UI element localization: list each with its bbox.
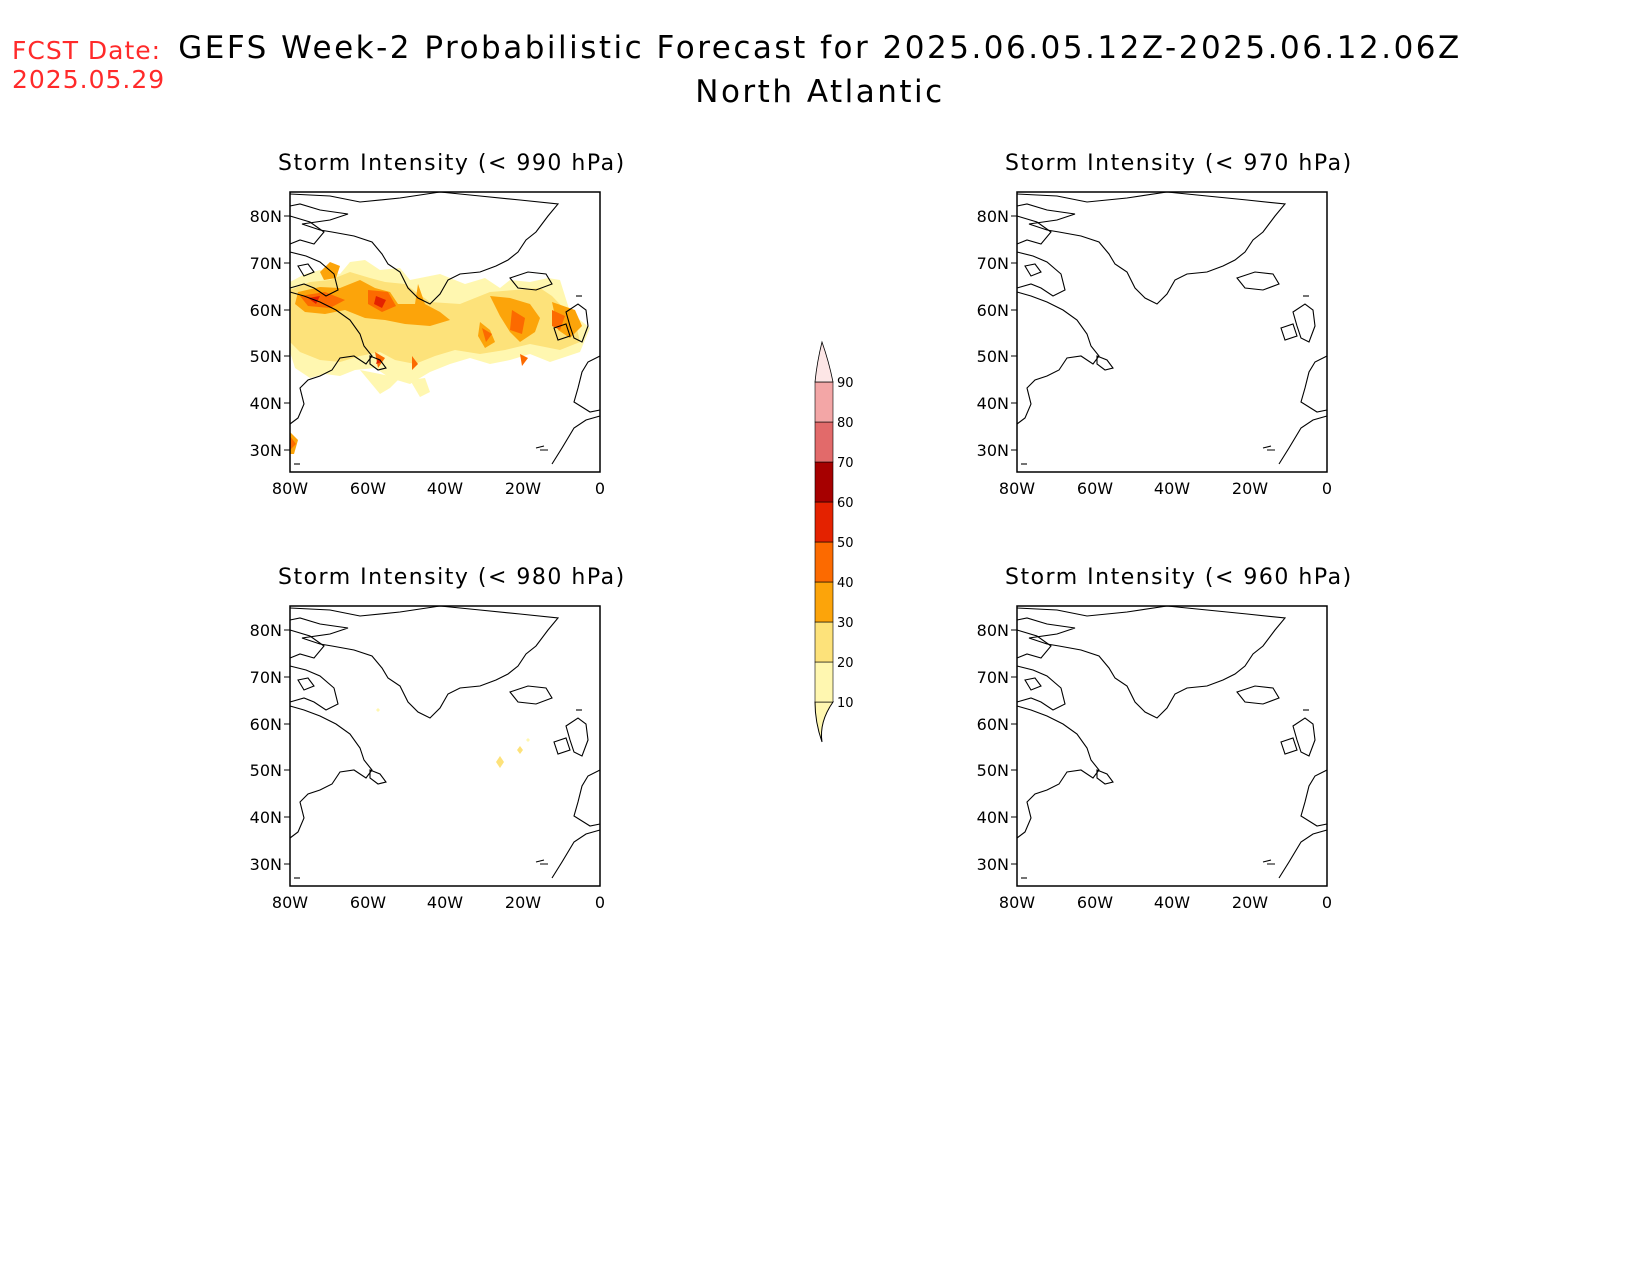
lat-ticks: 80N 70N 60N 50N 40N 30N — [977, 207, 1017, 460]
lon-tick-label: 40W — [1154, 893, 1190, 912]
lat-tick-label: 50N — [977, 761, 1009, 780]
panel-title-970: Storm Intensity (< 970 hPa) — [1005, 151, 1353, 176]
lon-tick-label: 20W — [505, 479, 541, 498]
lon-tick-label: 80W — [999, 479, 1035, 498]
lat-tick-label: 60N — [977, 301, 1009, 320]
probability-shading — [376, 708, 530, 768]
lat-tick-label: 40N — [977, 394, 1009, 413]
lat-tick-label: 30N — [977, 441, 1009, 460]
lat-tick-label: 40N — [977, 808, 1009, 827]
colorbar-level-label: 20 — [837, 656, 854, 671]
lon-tick-label: 60W — [1077, 893, 1113, 912]
colorbar-box — [814, 501, 834, 543]
lat-tick-label: 70N — [977, 668, 1009, 687]
colorbar-boxes — [814, 340, 834, 743]
lon-ticks: 80W 60W 40W 20W 0 — [272, 893, 605, 912]
lat-tick-label: 30N — [977, 855, 1009, 874]
panel-title-980: Storm Intensity (< 980 hPa) — [278, 565, 626, 590]
lon-tick-label: 0 — [595, 479, 605, 498]
lon-tick-label: 20W — [1232, 893, 1268, 912]
lat-tick-label: 70N — [250, 254, 282, 273]
lat-tick-label: 70N — [250, 668, 282, 687]
lat-tick-label: 80N — [977, 207, 1009, 226]
forecast-date-caption: FCST Date: — [12, 36, 162, 65]
colorbar-box — [814, 581, 834, 623]
lat-ticks: 80N 70N 60N 50N 40N 30N — [250, 621, 290, 874]
lon-tick-label: 80W — [272, 479, 308, 498]
colorbar-upper-cap — [814, 340, 834, 383]
lon-tick-label: 0 — [1322, 479, 1332, 498]
lat-tick-label: 40N — [250, 808, 282, 827]
lat-tick-label: 80N — [250, 621, 282, 640]
lon-tick-label: 20W — [1232, 479, 1268, 498]
lat-tick-label: 50N — [250, 761, 282, 780]
lat-ticks: 80N 70N 60N 50N 40N 30N — [977, 621, 1017, 874]
lat-tick-label: 70N — [977, 254, 1009, 273]
map-panel-980: 80N 70N 60N 50N 40N 30N 80W 60W 40W 20W … — [250, 605, 605, 912]
colorbar-level-label: 50 — [837, 536, 854, 551]
colorbar-level-label: 60 — [837, 496, 854, 511]
lat-tick-label: 30N — [250, 855, 282, 874]
lon-tick-label: 40W — [1154, 479, 1190, 498]
colorbar-lower-cap — [814, 701, 834, 743]
colorbar: 10 20 30 40 50 60 70 80 90 — [814, 340, 854, 743]
lat-tick-label: 50N — [977, 347, 1009, 366]
probability-shading — [290, 260, 590, 454]
colorbar-box — [814, 461, 834, 503]
lon-tick-label: 40W — [427, 893, 463, 912]
colorbar-box — [814, 541, 834, 583]
map-panel-990: 80N 70N 60N 50N 40N 30N 80W 60W 40W 20W … — [250, 191, 605, 498]
colorbar-labels: 10 20 30 40 50 60 70 80 90 — [837, 376, 854, 711]
colorbar-level-label: 40 — [837, 576, 854, 591]
colorbar-level-label: 70 — [837, 456, 854, 471]
colorbar-level-label: 30 — [837, 616, 854, 631]
main-title: GEFS Week-2 Probabilistic Forecast for 2… — [178, 30, 1462, 66]
lon-tick-label: 80W — [999, 893, 1035, 912]
lon-tick-label: 60W — [350, 479, 386, 498]
lon-ticks: 80W 60W 40W 20W 0 — [272, 479, 605, 498]
coastline — [289, 605, 601, 879]
lon-ticks: 80W 60W 40W 20W 0 — [999, 479, 1332, 498]
forecast-date-value: 2025.05.29 — [12, 65, 166, 94]
forecast-date-label: FCST Date: 2025.05.29 — [12, 36, 165, 94]
lon-tick-label: 20W — [505, 893, 541, 912]
colorbar-level-label: 90 — [837, 376, 854, 391]
coastline — [1016, 605, 1328, 879]
colorbar-box — [814, 621, 834, 663]
lat-tick-label: 80N — [977, 621, 1009, 640]
panel-title-990: Storm Intensity (< 990 hPa) — [278, 151, 626, 176]
lat-tick-label: 60N — [250, 301, 282, 320]
colorbar-box — [814, 661, 834, 703]
lat-tick-label: 40N — [250, 394, 282, 413]
map-panel-970: 80N 70N 60N 50N 40N 30N 80W 60W 40W 20W … — [977, 191, 1332, 498]
lat-tick-label: 60N — [250, 715, 282, 734]
lon-tick-label: 40W — [427, 479, 463, 498]
lat-tick-label: 50N — [250, 347, 282, 366]
colorbar-level-label: 10 — [837, 696, 854, 711]
lat-ticks: 80N 70N 60N 50N 40N 30N — [250, 207, 290, 460]
colorbar-level-label: 80 — [837, 416, 854, 431]
coastline — [1016, 191, 1328, 465]
colorbar-box — [814, 421, 834, 463]
lat-tick-label: 30N — [250, 441, 282, 460]
lon-tick-label: 60W — [1077, 479, 1113, 498]
lon-ticks: 80W 60W 40W 20W 0 — [999, 893, 1332, 912]
coastline — [289, 191, 601, 465]
lon-tick-label: 0 — [1322, 893, 1332, 912]
colorbar-box — [814, 381, 834, 423]
lon-tick-label: 80W — [272, 893, 308, 912]
lat-tick-label: 60N — [977, 715, 1009, 734]
lon-tick-label: 0 — [595, 893, 605, 912]
lat-tick-label: 80N — [250, 207, 282, 226]
map-panel-960: 80N 70N 60N 50N 40N 30N 80W 60W 40W 20W … — [977, 605, 1332, 912]
panel-title-960: Storm Intensity (< 960 hPa) — [1005, 565, 1353, 590]
lon-tick-label: 60W — [350, 893, 386, 912]
region-subtitle: North Atlantic — [695, 74, 945, 110]
